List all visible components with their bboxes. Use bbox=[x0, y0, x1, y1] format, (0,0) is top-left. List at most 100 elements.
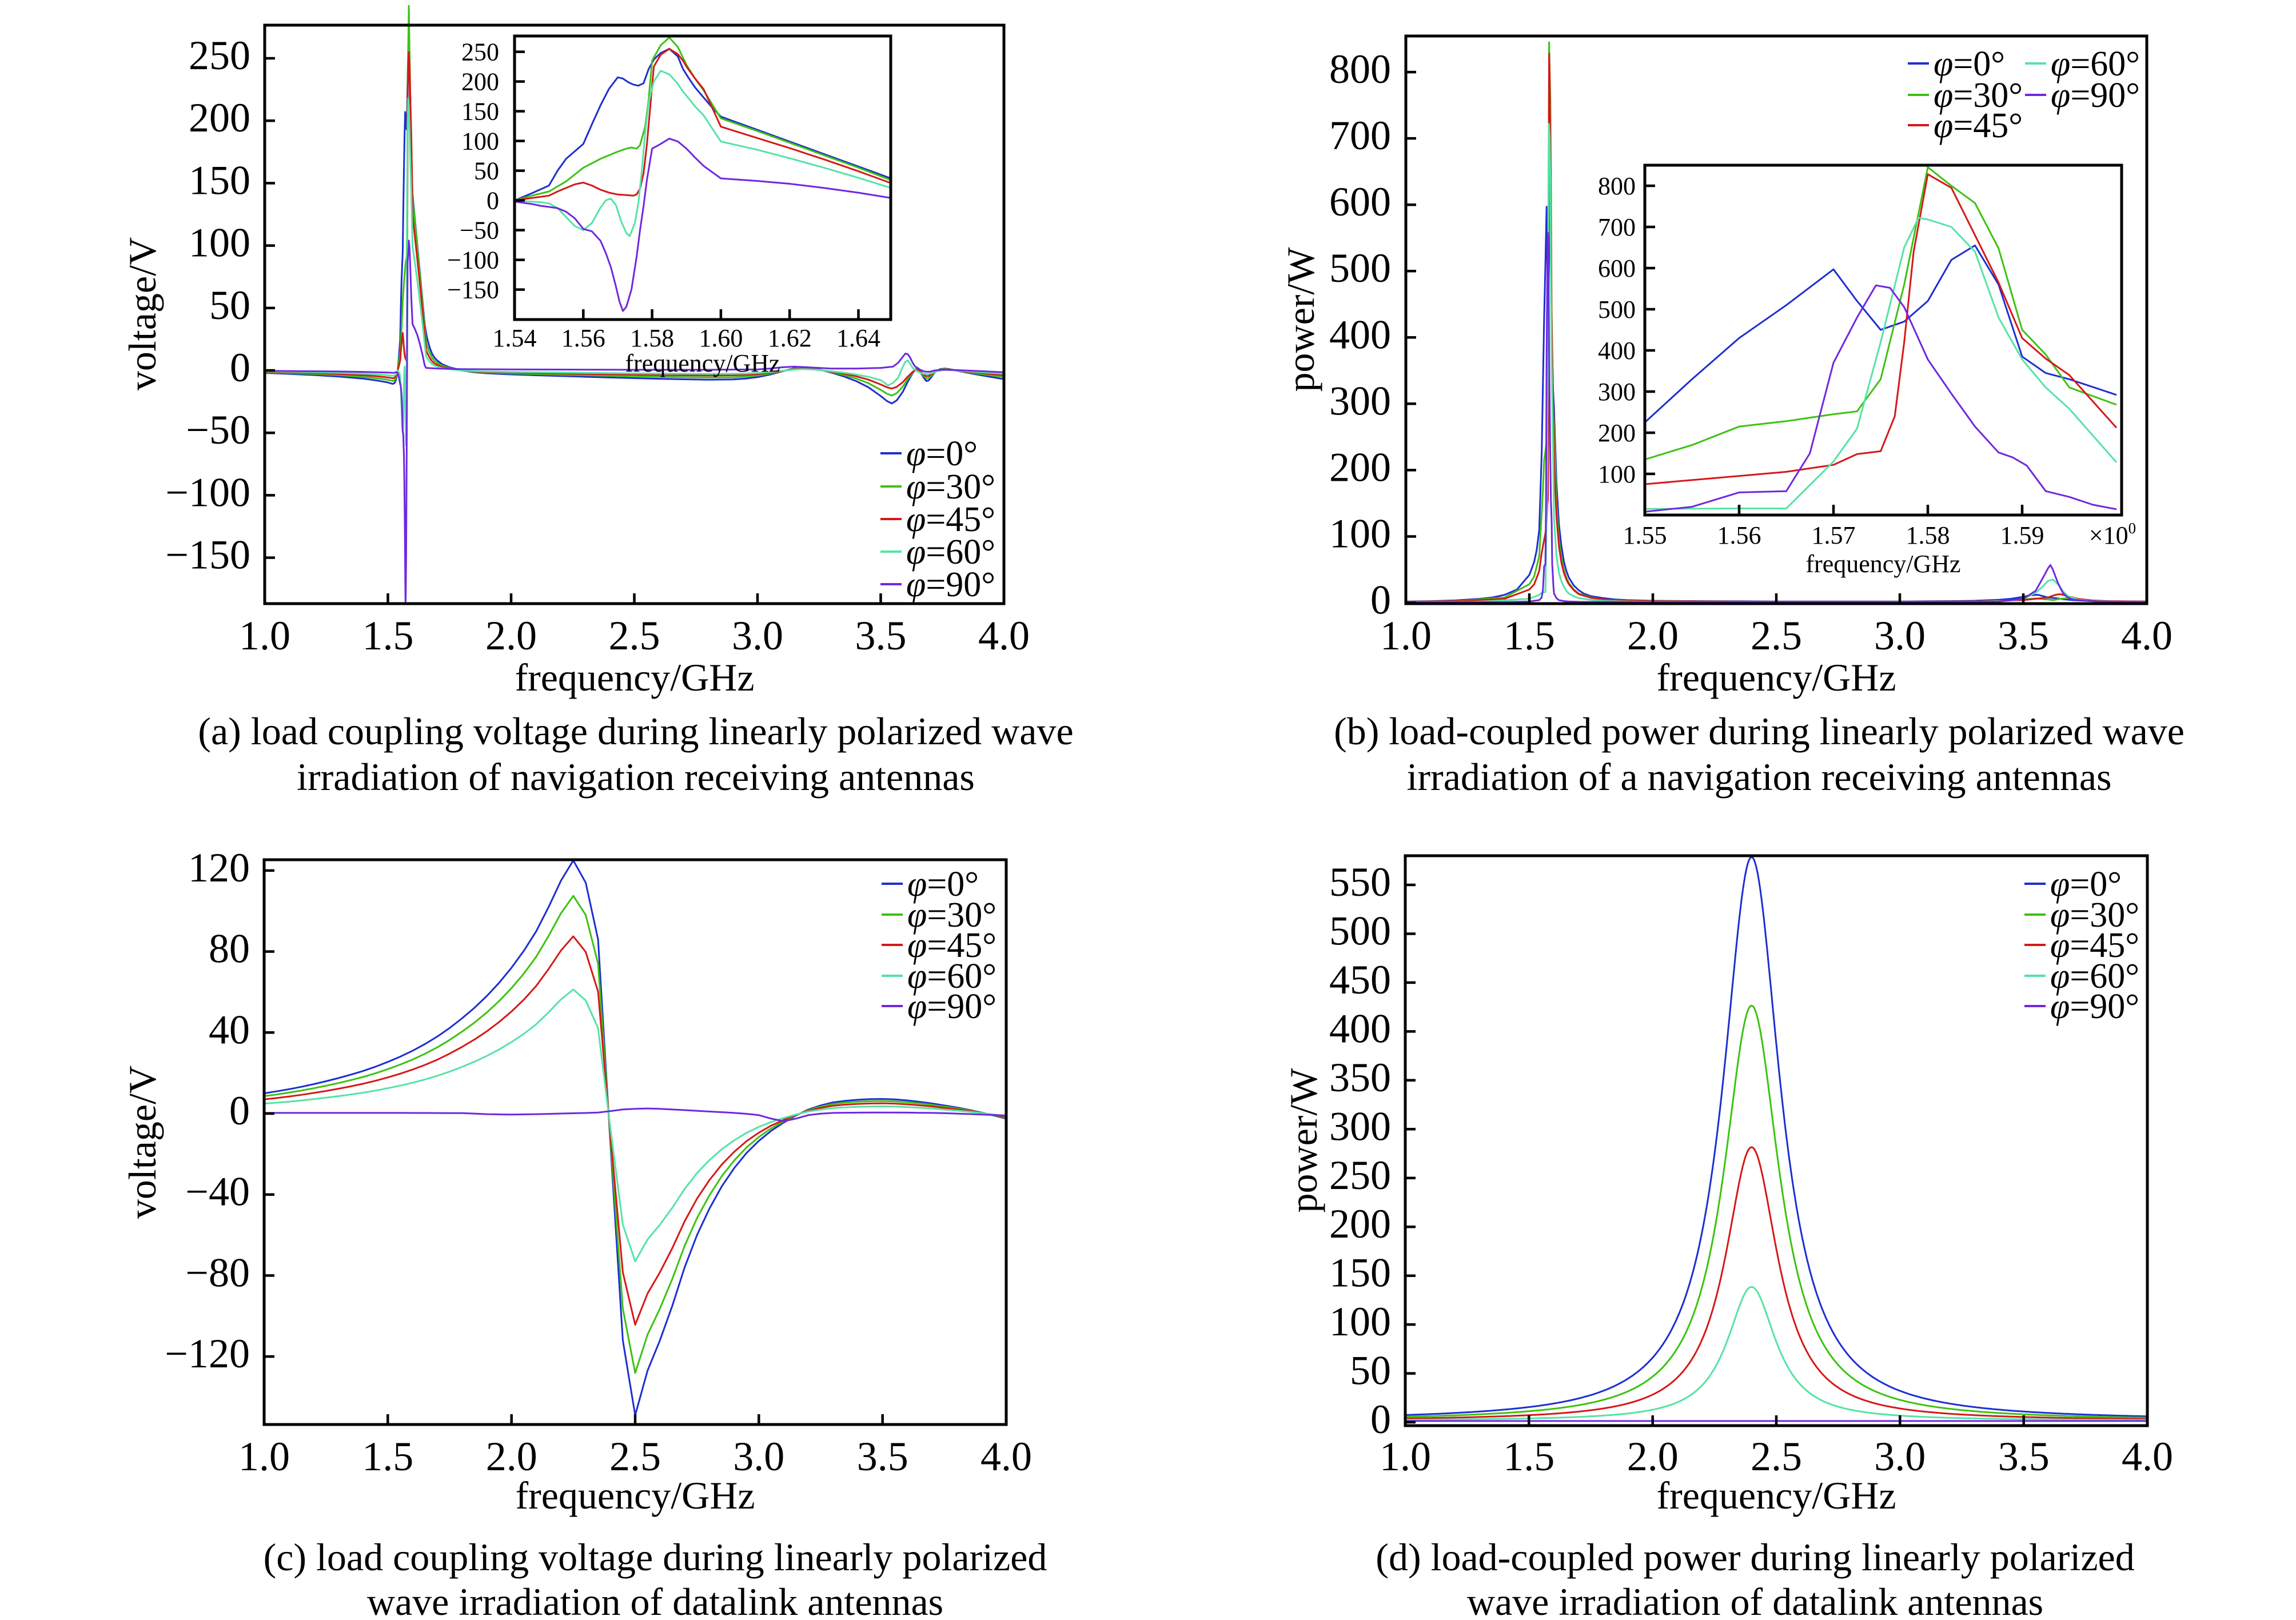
svg-text:50: 50 bbox=[474, 157, 499, 185]
svg-text:−150: −150 bbox=[165, 532, 250, 578]
svg-text:400: 400 bbox=[1598, 337, 1636, 365]
svg-text:voltage/V: voltage/V bbox=[121, 1066, 164, 1219]
svg-text:1.58: 1.58 bbox=[1906, 521, 1950, 549]
svg-text:φ=45°: φ=45° bbox=[906, 500, 995, 539]
svg-text:3.0: 3.0 bbox=[732, 613, 783, 659]
svg-text:120: 120 bbox=[188, 845, 250, 891]
svg-text:1.56: 1.56 bbox=[561, 324, 605, 352]
svg-text:−100: −100 bbox=[447, 246, 499, 274]
svg-text:1.62: 1.62 bbox=[768, 324, 812, 352]
svg-text:1.57: 1.57 bbox=[1812, 521, 1856, 549]
svg-text:1.5: 1.5 bbox=[1504, 613, 1555, 659]
svg-text:1.54: 1.54 bbox=[493, 324, 537, 352]
svg-text:frequency/GHz: frequency/GHz bbox=[515, 1474, 755, 1517]
svg-text:−40: −40 bbox=[185, 1169, 250, 1215]
svg-text:250: 250 bbox=[1329, 1152, 1391, 1198]
svg-text:frequency/GHz: frequency/GHz bbox=[1656, 656, 1896, 699]
svg-text:1.56: 1.56 bbox=[1717, 521, 1761, 549]
svg-text:600: 600 bbox=[1329, 179, 1391, 225]
svg-text:3.5: 3.5 bbox=[857, 1434, 908, 1479]
svg-text:700: 700 bbox=[1598, 213, 1636, 241]
svg-text:×100: ×100 bbox=[2089, 520, 2136, 549]
svg-text:frequency/GHz: frequency/GHz bbox=[625, 349, 780, 377]
svg-text:−100: −100 bbox=[165, 469, 250, 515]
svg-text:100: 100 bbox=[189, 220, 250, 266]
svg-text:frequency/GHz: frequency/GHz bbox=[515, 656, 754, 699]
svg-text:φ=45°: φ=45° bbox=[907, 926, 996, 965]
svg-text:100: 100 bbox=[461, 127, 499, 155]
svg-text:2.5: 2.5 bbox=[1751, 1434, 1802, 1479]
svg-text:−50: −50 bbox=[460, 217, 499, 245]
svg-text:450: 450 bbox=[1329, 957, 1391, 1003]
svg-text:voltage/V: voltage/V bbox=[121, 237, 164, 390]
svg-text:2.0: 2.0 bbox=[1627, 613, 1679, 659]
svg-text:1.5: 1.5 bbox=[362, 613, 414, 659]
svg-text:200: 200 bbox=[1329, 1201, 1391, 1247]
svg-text:φ=90°: φ=90° bbox=[907, 987, 996, 1026]
svg-text:2.5: 2.5 bbox=[1751, 613, 1802, 659]
svg-text:frequency/GHz: frequency/GHz bbox=[1656, 1474, 1896, 1517]
svg-text:3.0: 3.0 bbox=[1874, 1434, 1926, 1479]
svg-text:power/W: power/W bbox=[1282, 1068, 1325, 1213]
svg-text:800: 800 bbox=[1598, 172, 1636, 200]
svg-text:4.0: 4.0 bbox=[978, 613, 1030, 659]
svg-text:3.5: 3.5 bbox=[1998, 1434, 2050, 1479]
svg-text:3.5: 3.5 bbox=[1998, 613, 2049, 659]
svg-text:200: 200 bbox=[1329, 444, 1391, 490]
svg-text:φ=0°: φ=0° bbox=[1934, 45, 2005, 83]
svg-text:(c) load coupling voltage duri: (c) load coupling voltage during linearl… bbox=[264, 1535, 1047, 1579]
svg-text:2.0: 2.0 bbox=[486, 1434, 537, 1479]
svg-text:1.64: 1.64 bbox=[836, 324, 880, 352]
svg-text:1.0: 1.0 bbox=[238, 1434, 290, 1479]
svg-text:φ=0°: φ=0° bbox=[906, 434, 978, 473]
svg-text:−50: −50 bbox=[186, 407, 250, 453]
svg-text:550: 550 bbox=[1329, 859, 1391, 905]
svg-text:4.0: 4.0 bbox=[2122, 1434, 2173, 1479]
svg-text:4.0: 4.0 bbox=[2121, 613, 2173, 659]
svg-text:150: 150 bbox=[1329, 1250, 1391, 1296]
svg-text:80: 80 bbox=[209, 926, 250, 972]
svg-text:300: 300 bbox=[1329, 1103, 1391, 1149]
svg-text:−120: −120 bbox=[165, 1331, 250, 1376]
svg-text:300: 300 bbox=[1329, 378, 1391, 424]
svg-text:3.0: 3.0 bbox=[733, 1434, 784, 1479]
svg-text:200: 200 bbox=[461, 68, 499, 96]
svg-text:700: 700 bbox=[1329, 113, 1391, 158]
svg-text:wave irradiation of datalink a: wave irradiation of datalink antennas bbox=[367, 1580, 943, 1620]
svg-text:φ=90°: φ=90° bbox=[906, 565, 995, 604]
svg-text:−80: −80 bbox=[185, 1250, 250, 1295]
svg-text:φ=90°: φ=90° bbox=[2051, 76, 2140, 115]
svg-text:150: 150 bbox=[461, 98, 499, 126]
svg-text:200: 200 bbox=[189, 95, 250, 141]
svg-text:(b) load-coupled power during: (b) load-coupled power during linearly p… bbox=[1334, 709, 2185, 753]
svg-text:frequency/GHz: frequency/GHz bbox=[1805, 550, 1960, 578]
svg-text:2.0: 2.0 bbox=[1627, 1434, 1679, 1479]
svg-text:50: 50 bbox=[1350, 1348, 1391, 1394]
svg-text:φ=60°: φ=60° bbox=[906, 533, 995, 572]
svg-text:0: 0 bbox=[1370, 1396, 1391, 1442]
svg-text:−150: −150 bbox=[447, 276, 499, 304]
svg-text:500: 500 bbox=[1329, 245, 1391, 291]
svg-text:1.58: 1.58 bbox=[630, 324, 674, 352]
svg-text:200: 200 bbox=[1598, 419, 1636, 447]
svg-text:φ=30°: φ=30° bbox=[907, 896, 996, 935]
svg-text:800: 800 bbox=[1329, 46, 1391, 92]
svg-text:0: 0 bbox=[487, 187, 499, 215]
svg-text:φ=60°: φ=60° bbox=[2050, 957, 2139, 996]
svg-text:1.0: 1.0 bbox=[1380, 613, 1432, 659]
svg-text:2.5: 2.5 bbox=[609, 1434, 661, 1479]
svg-text:φ=60°: φ=60° bbox=[2051, 45, 2140, 83]
svg-text:(a) load coupling voltage duri: (a) load coupling voltage during linearl… bbox=[198, 709, 1073, 753]
svg-text:100: 100 bbox=[1329, 1299, 1391, 1344]
svg-text:φ=30°: φ=30° bbox=[1934, 76, 2023, 115]
svg-text:100: 100 bbox=[1598, 460, 1636, 488]
svg-text:φ=45°: φ=45° bbox=[1934, 106, 2023, 145]
svg-text:0: 0 bbox=[230, 345, 250, 390]
svg-text:φ=60°: φ=60° bbox=[907, 957, 996, 996]
svg-text:3.0: 3.0 bbox=[1874, 613, 1926, 659]
svg-text:400: 400 bbox=[1329, 1005, 1391, 1051]
svg-text:φ=90°: φ=90° bbox=[2050, 987, 2139, 1026]
svg-text:600: 600 bbox=[1598, 254, 1636, 282]
svg-text:100: 100 bbox=[1329, 511, 1391, 557]
svg-text:500: 500 bbox=[1598, 296, 1636, 324]
